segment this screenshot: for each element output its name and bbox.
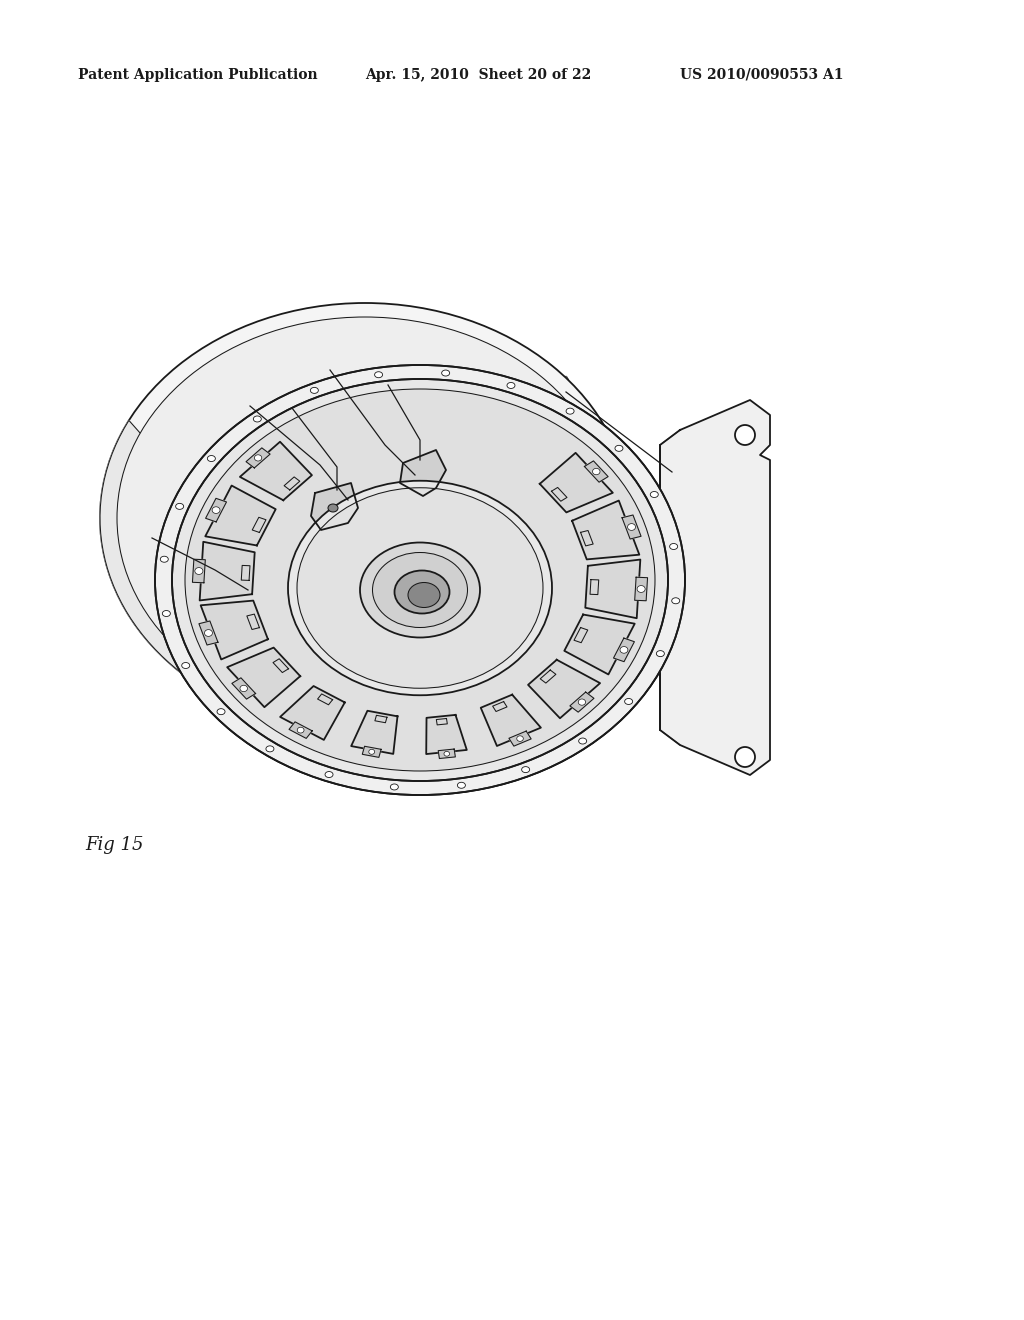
Polygon shape (227, 648, 300, 708)
Ellipse shape (217, 709, 225, 714)
Ellipse shape (408, 582, 440, 607)
Ellipse shape (155, 366, 685, 795)
Ellipse shape (310, 387, 318, 393)
Polygon shape (362, 746, 381, 758)
Ellipse shape (288, 480, 552, 696)
Text: Apr. 15, 2010  Sheet 20 of 22: Apr. 15, 2010 Sheet 20 of 22 (365, 69, 591, 82)
Ellipse shape (390, 784, 398, 789)
Ellipse shape (163, 611, 170, 616)
Ellipse shape (672, 598, 680, 603)
Ellipse shape (458, 783, 465, 788)
Ellipse shape (297, 727, 304, 733)
Ellipse shape (212, 507, 220, 513)
Ellipse shape (172, 379, 668, 781)
Ellipse shape (254, 455, 262, 461)
Polygon shape (586, 560, 640, 618)
Polygon shape (200, 541, 255, 601)
Polygon shape (528, 660, 600, 718)
Text: 40: 40 (374, 364, 394, 388)
Text: 40: 40 (134, 519, 156, 541)
Ellipse shape (628, 524, 636, 531)
Polygon shape (193, 560, 205, 582)
Ellipse shape (593, 469, 600, 475)
Polygon shape (426, 715, 467, 754)
Polygon shape (613, 638, 635, 661)
Ellipse shape (650, 491, 658, 498)
Polygon shape (570, 692, 594, 711)
Ellipse shape (566, 408, 574, 414)
Ellipse shape (253, 416, 261, 422)
Ellipse shape (444, 751, 450, 756)
Text: 42: 42 (233, 385, 255, 409)
Polygon shape (635, 577, 647, 601)
Ellipse shape (297, 488, 543, 688)
Polygon shape (351, 710, 397, 754)
Ellipse shape (625, 698, 633, 705)
Text: Fig 15: Fig 15 (86, 836, 144, 854)
Polygon shape (585, 461, 608, 482)
Polygon shape (246, 447, 270, 467)
Text: US 2010/0090553 A1: US 2010/0090553 A1 (680, 69, 844, 82)
Polygon shape (509, 731, 531, 746)
Ellipse shape (670, 544, 678, 549)
Ellipse shape (161, 556, 168, 562)
Polygon shape (231, 678, 256, 700)
Polygon shape (199, 620, 218, 645)
Ellipse shape (195, 568, 203, 574)
Ellipse shape (360, 543, 480, 638)
Text: 38: 38 (275, 388, 297, 412)
Ellipse shape (176, 503, 183, 510)
Ellipse shape (637, 586, 645, 593)
Polygon shape (205, 486, 275, 545)
Ellipse shape (325, 771, 333, 777)
Ellipse shape (521, 767, 529, 772)
Polygon shape (201, 601, 268, 660)
Ellipse shape (208, 455, 215, 462)
Ellipse shape (507, 383, 515, 388)
Ellipse shape (185, 389, 655, 771)
Polygon shape (438, 748, 456, 759)
Ellipse shape (375, 372, 383, 378)
Ellipse shape (117, 317, 613, 719)
Text: Patent Application Publication: Patent Application Publication (78, 69, 317, 82)
Polygon shape (100, 420, 672, 795)
Polygon shape (400, 450, 446, 496)
Ellipse shape (517, 735, 523, 742)
Polygon shape (564, 615, 635, 675)
Polygon shape (480, 694, 541, 746)
Ellipse shape (369, 750, 375, 754)
Ellipse shape (100, 304, 630, 733)
Ellipse shape (615, 445, 623, 451)
Polygon shape (572, 500, 639, 560)
Ellipse shape (579, 700, 586, 705)
Polygon shape (311, 483, 358, 531)
Ellipse shape (373, 553, 468, 627)
Polygon shape (660, 400, 770, 775)
Text: 32: 32 (552, 374, 573, 397)
Text: 42: 42 (313, 348, 335, 372)
Ellipse shape (266, 746, 274, 752)
Polygon shape (206, 499, 226, 521)
Ellipse shape (205, 630, 212, 636)
Ellipse shape (181, 663, 189, 668)
Ellipse shape (735, 425, 755, 445)
Ellipse shape (328, 504, 338, 512)
Ellipse shape (441, 370, 450, 376)
Polygon shape (540, 453, 612, 512)
Ellipse shape (305, 494, 535, 681)
Polygon shape (281, 686, 345, 741)
Ellipse shape (394, 570, 450, 614)
Ellipse shape (656, 651, 665, 656)
Polygon shape (289, 722, 312, 738)
Ellipse shape (579, 738, 587, 744)
Ellipse shape (735, 747, 755, 767)
Polygon shape (240, 442, 312, 500)
Ellipse shape (240, 685, 248, 692)
Ellipse shape (620, 647, 628, 653)
Polygon shape (622, 515, 641, 539)
